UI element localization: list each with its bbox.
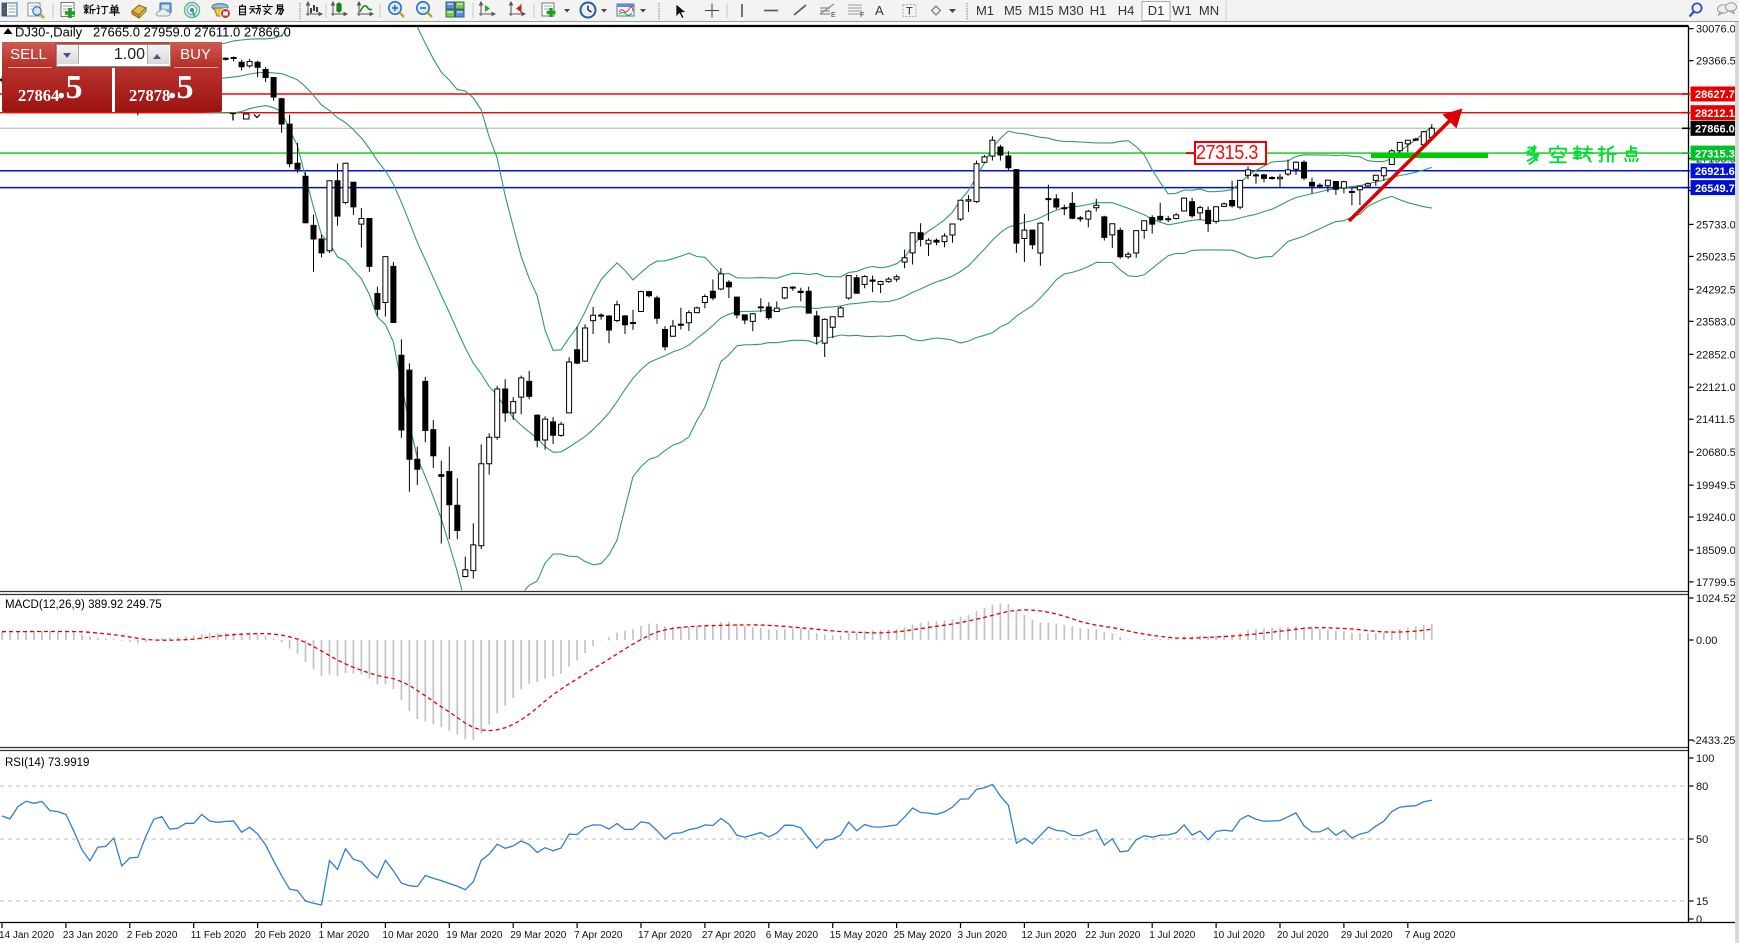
- svg-text:22 Jun 2020: 22 Jun 2020: [1085, 930, 1140, 941]
- svg-text:7 Aug 2020: 7 Aug 2020: [1405, 930, 1456, 941]
- svg-text:28627.7: 28627.7: [1695, 89, 1735, 101]
- svg-text:3 Jun 2020: 3 Jun 2020: [958, 930, 1008, 941]
- svg-text:100: 100: [1696, 753, 1714, 765]
- svg-text:20 Feb 2020: 20 Feb 2020: [255, 930, 312, 941]
- svg-text:M15: M15: [1028, 3, 1053, 18]
- svg-text:2 Feb 2020: 2 Feb 2020: [127, 930, 178, 941]
- svg-text:14 Jan 2020: 14 Jan 2020: [0, 930, 54, 941]
- svg-text:H1: H1: [1090, 3, 1107, 18]
- svg-text:M1: M1: [976, 3, 994, 18]
- svg-text:22852.0: 22852.0: [1696, 349, 1736, 361]
- svg-text:D1: D1: [1148, 3, 1165, 18]
- svg-text:18509.0: 18509.0: [1696, 545, 1736, 557]
- svg-text:29 Mar 2020: 29 Mar 2020: [510, 930, 567, 941]
- svg-text:10 Jul 2020: 10 Jul 2020: [1213, 930, 1265, 941]
- svg-text:26549.7: 26549.7: [1695, 183, 1735, 195]
- svg-text:23 Jan 2020: 23 Jan 2020: [63, 930, 118, 941]
- svg-text:7 Apr 2020: 7 Apr 2020: [574, 930, 623, 941]
- svg-text:M5: M5: [1004, 3, 1022, 18]
- svg-text:10 Mar 2020: 10 Mar 2020: [382, 930, 439, 941]
- svg-text:19240.0: 19240.0: [1696, 512, 1736, 524]
- svg-text:50: 50: [1696, 834, 1708, 846]
- svg-text:15: 15: [1696, 896, 1708, 908]
- svg-text:1024.52: 1024.52: [1696, 593, 1736, 605]
- svg-text:RSI(14) 73.9919: RSI(14) 73.9919: [5, 757, 89, 769]
- svg-text:6 May 2020: 6 May 2020: [766, 930, 819, 941]
- svg-text:M30: M30: [1058, 3, 1083, 18]
- svg-text:0: 0: [1696, 914, 1702, 926]
- svg-text:25 May 2020: 25 May 2020: [894, 930, 952, 941]
- svg-text:23583.0: 23583.0: [1696, 316, 1736, 328]
- svg-text:E: E: [831, 12, 836, 19]
- svg-text:27315.3: 27315.3: [1695, 148, 1735, 160]
- svg-text:19 Mar 2020: 19 Mar 2020: [446, 930, 503, 941]
- svg-text:A: A: [875, 3, 884, 18]
- svg-text:11 Feb 2020: 11 Feb 2020: [191, 930, 247, 941]
- svg-text:30076.0: 30076.0: [1696, 24, 1736, 36]
- svg-text:MACD(12,26,9) 389.92 249.75: MACD(12,26,9) 389.92 249.75: [5, 599, 162, 611]
- svg-text:1 Jul 2020: 1 Jul 2020: [1149, 930, 1196, 941]
- svg-text:17 Apr 2020: 17 Apr 2020: [638, 930, 692, 941]
- svg-text:19949.5: 19949.5: [1696, 480, 1736, 492]
- svg-text:H4: H4: [1118, 3, 1135, 18]
- svg-text:20680.5: 20680.5: [1696, 447, 1736, 459]
- svg-text:29 Jul 2020: 29 Jul 2020: [1341, 930, 1393, 941]
- svg-text:25023.5: 25023.5: [1696, 251, 1736, 263]
- svg-text:27 Apr 2020: 27 Apr 2020: [702, 930, 756, 941]
- svg-text:F: F: [860, 12, 864, 19]
- svg-text:29366.5: 29366.5: [1696, 56, 1736, 68]
- svg-text:21411.5: 21411.5: [1696, 414, 1735, 426]
- svg-text:27866.0: 27866.0: [1695, 124, 1735, 136]
- svg-text:25733.0: 25733.0: [1696, 219, 1736, 231]
- svg-text:0.00: 0.00: [1696, 635, 1717, 647]
- svg-text:28212.1: 28212.1: [1695, 108, 1735, 120]
- svg-text:T: T: [906, 6, 913, 18]
- svg-text:DJ30-,Daily 27665.0 27959.0: DJ30-,Daily 27665.0 27959.0 27611.0 2786…: [15, 25, 291, 40]
- svg-text:W1: W1: [1172, 3, 1192, 18]
- svg-text:80: 80: [1696, 781, 1708, 793]
- svg-text:20 Jul 2020: 20 Jul 2020: [1277, 930, 1329, 941]
- svg-text:1 Mar 2020: 1 Mar 2020: [319, 930, 370, 941]
- svg-text:24292.5: 24292.5: [1696, 284, 1736, 296]
- svg-text:22121.0: 22121.0: [1696, 382, 1736, 394]
- svg-text:26921.6: 26921.6: [1695, 166, 1735, 178]
- svg-text:-2433.25: -2433.25: [1692, 735, 1735, 747]
- svg-text:15 May 2020: 15 May 2020: [830, 930, 888, 941]
- svg-text:12 Jun 2020: 12 Jun 2020: [1021, 930, 1076, 941]
- svg-text:17799.5: 17799.5: [1696, 577, 1736, 589]
- svg-text:MN: MN: [1199, 3, 1219, 18]
